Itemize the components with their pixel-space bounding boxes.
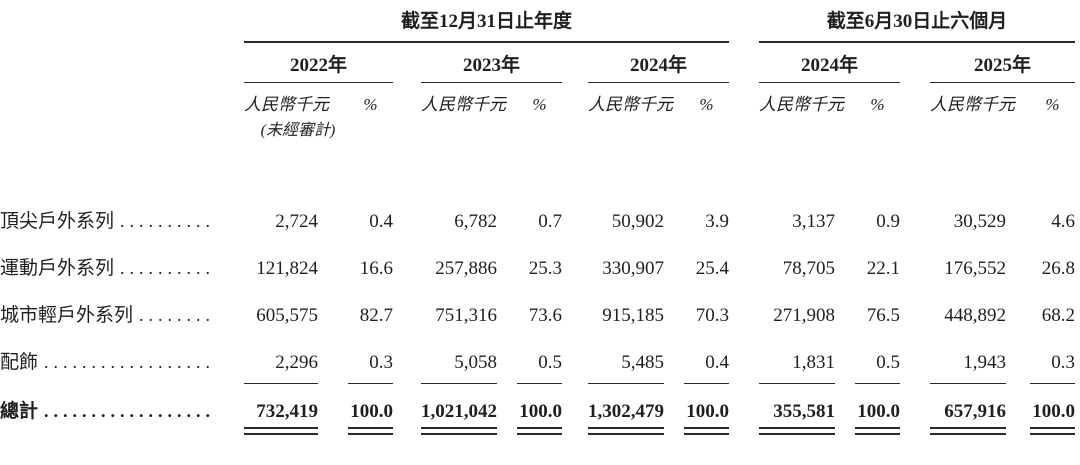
percent-cell: 25.3 (528, 258, 562, 279)
unaudited-note: (未經審計) (260, 122, 336, 139)
dot-leader: ........................................… (44, 402, 216, 421)
value-cell: 751,316 (435, 305, 497, 326)
percent-cell: 100.0 (684, 402, 729, 435)
unit-header: 人民幣千元 (930, 95, 1015, 114)
table-row: 城市輕戶外系列 ................................… (0, 306, 1080, 325)
row-header: 運動戶外系列 .................................… (0, 259, 230, 278)
percent-cell: 68.2 (1041, 305, 1075, 326)
percent-cell: 16.6 (359, 258, 393, 279)
percent-cell: 100.0 (1030, 402, 1075, 435)
value-cell: 732,419 (244, 402, 318, 435)
row-label: 頂尖戶外系列 (0, 211, 115, 232)
value-cell: 915,185 (602, 305, 664, 326)
value-cell: 2,296 (244, 353, 318, 384)
value-cell: 355,581 (759, 402, 835, 435)
value-cell: 30,529 (953, 211, 1006, 232)
value-cell: 6,782 (454, 211, 497, 232)
year-header: 2025年 (930, 56, 1075, 83)
percent-header: % (363, 95, 378, 114)
value-cell: 1,943 (930, 353, 1006, 384)
unit-header: 人民幣千元 (759, 95, 844, 114)
percent-header: % (1045, 95, 1060, 114)
dot-leader: ........................................… (139, 306, 216, 325)
percent-cell: 100.0 (855, 402, 900, 435)
percent-cell: 22.1 (866, 258, 900, 279)
column-group-interim: 截至6月30日止六個月 (759, 12, 1075, 43)
row-label: 總計 (0, 401, 39, 422)
value-cell: 1,302,479 (588, 401, 664, 435)
year-header: 2024年 (588, 56, 729, 83)
year-header: 2023年 (421, 56, 562, 83)
value-cell: 330,907 (602, 258, 664, 279)
table-row: 頂尖戶外系列 .................................… (0, 212, 1080, 231)
percent-cell: 0.5 (517, 353, 562, 384)
note-row: (未經審計) (0, 123, 1080, 139)
percent-cell: 26.8 (1041, 258, 1075, 279)
value-cell: 50,902 (611, 211, 664, 232)
percent-header: % (870, 95, 885, 114)
value-cell: 2,724 (275, 211, 318, 232)
value-cell: 657,916 (930, 402, 1006, 435)
revenue-breakdown-table: 截至12月31日止年度 截至6月30日止六個月 2022年 2023年 2024… (0, 12, 1080, 435)
row-header: 配飾 .....................................… (0, 353, 230, 372)
unit-header: 人民幣千元 (244, 95, 329, 114)
percent-cell: 0.3 (1030, 353, 1075, 384)
unit-header: 人民幣千元 (421, 95, 506, 114)
percent-cell: 82.7 (359, 305, 393, 326)
dot-leader: ........................................… (44, 353, 216, 372)
percent-cell: 73.6 (528, 305, 562, 326)
row-header: 總計 .....................................… (0, 402, 230, 421)
value-cell: 78,705 (782, 258, 835, 279)
dot-leader: ........................................… (120, 259, 216, 278)
table-body: 頂尖戶外系列 .................................… (0, 212, 1080, 435)
table-row: 配飾 .....................................… (0, 353, 1080, 384)
percent-header: % (532, 95, 547, 114)
row-header: 城市輕戶外系列 ................................… (0, 306, 230, 325)
year-header: 2022年 (244, 56, 393, 83)
percent-cell: 25.4 (695, 258, 729, 279)
group-header-row: 截至12月31日止年度 截至6月30日止六個月 (0, 12, 1080, 43)
dot-leader: ........................................… (120, 212, 216, 231)
value-cell: 448,892 (944, 305, 1006, 326)
percent-cell: 0.4 (684, 353, 729, 384)
percent-cell: 70.3 (695, 305, 729, 326)
value-cell: 257,886 (435, 258, 497, 279)
value-cell: 1,831 (759, 353, 835, 384)
year-header: 2024年 (759, 56, 900, 83)
value-cell: 5,485 (588, 353, 664, 384)
percent-header: % (699, 95, 714, 114)
row-label: 配飾 (0, 352, 39, 373)
value-cell: 176,552 (944, 258, 1006, 279)
row-label: 運動戶外系列 (0, 258, 115, 279)
unit-header: 人民幣千元 (588, 95, 673, 114)
percent-cell: 0.5 (855, 353, 900, 384)
percent-cell: 3.9 (705, 211, 729, 232)
value-cell: 605,575 (256, 305, 318, 326)
percent-cell: 0.7 (538, 211, 562, 232)
column-group-annual: 截至12月31日止年度 (244, 12, 729, 43)
percent-cell: 100.0 (517, 402, 562, 435)
row-header: 頂尖戶外系列 .................................… (0, 212, 230, 231)
value-cell: 1,021,042 (421, 401, 497, 435)
value-cell: 121,824 (256, 258, 318, 279)
table-row: 運動戶外系列 .................................… (0, 259, 1080, 278)
unit-header-row: 人民幣千元 % 人民幣千元 % 人民幣千元 % 人民幣千元 % 人民幣千元 % (0, 96, 1080, 114)
percent-cell: 0.3 (348, 353, 393, 384)
value-cell: 271,908 (773, 305, 835, 326)
value-cell: 3,137 (792, 211, 835, 232)
percent-cell: 0.9 (876, 211, 900, 232)
row-label: 城市輕戶外系列 (0, 305, 134, 326)
percent-cell: 4.6 (1051, 211, 1075, 232)
table-row: 總計 .....................................… (0, 401, 1080, 435)
percent-cell: 76.5 (866, 305, 900, 326)
value-cell: 5,058 (421, 353, 497, 384)
percent-cell: 100.0 (348, 402, 393, 435)
percent-cell: 0.4 (369, 211, 393, 232)
year-header-row: 2022年 2023年 2024年 2024年 2025年 (0, 56, 1080, 83)
